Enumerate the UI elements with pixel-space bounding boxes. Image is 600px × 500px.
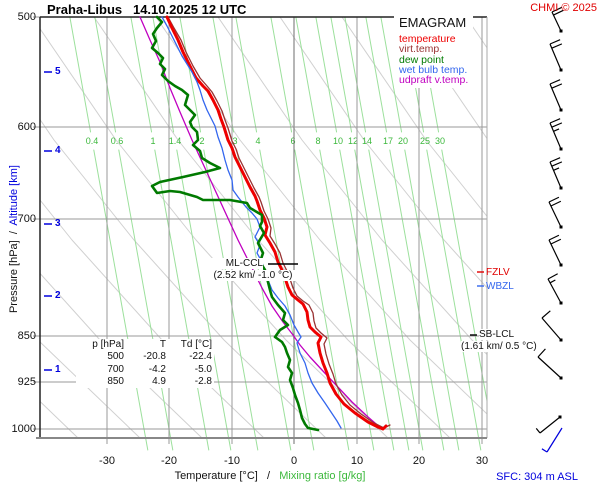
table-cell: -4.2 bbox=[148, 363, 166, 375]
mixing-ratio-label-30: 30 bbox=[435, 136, 445, 146]
table-cell: Td [°C] bbox=[180, 339, 212, 350]
sblcl-label: SB-LCL bbox=[479, 329, 515, 340]
pressure-tick-600: 600 bbox=[17, 121, 36, 133]
table-row: 500 -20.8 -22.4 bbox=[76, 351, 214, 363]
legend-title: EMAGRAM bbox=[399, 15, 467, 30]
mixing-ratio-label-10: 10 bbox=[333, 136, 343, 146]
table-cell: -20.8 bbox=[143, 351, 166, 363]
pressure-tick-1000: 1000 bbox=[11, 423, 36, 435]
sounding-data-table: p [hPa] T Td [°C] 500 -20.8 -22.4 700 -4.2 -5.0 8… bbox=[76, 339, 214, 389]
mixing-ratio-label-14: 14 bbox=[362, 136, 372, 146]
altitude-tick-4: 4 bbox=[55, 145, 61, 156]
y-axis-title-pressure: Pressure [hPa] bbox=[7, 240, 20, 314]
table-cell: 4.9 bbox=[152, 375, 166, 387]
wind-barb bbox=[548, 196, 563, 229]
mixing-ratio-label-1.4: 1.4 bbox=[169, 136, 182, 146]
table-cell: 850 bbox=[107, 375, 124, 387]
legend-item-dew-point: dew point bbox=[399, 53, 444, 66]
altitude-tick-3: 3 bbox=[55, 218, 61, 229]
curve-virtual-temperature bbox=[167, 16, 391, 429]
mlccl-label: ML-CCL bbox=[203, 258, 263, 269]
y-axis-title: Pressure [hPa] / Altitude [km] bbox=[8, 129, 20, 349]
x-axis-title-mixing-ratio: Mixing ratio [g/kg] bbox=[279, 470, 366, 482]
pressure-tick-850: 850 bbox=[17, 330, 36, 342]
copyright-notice: CHMI © 2025 bbox=[530, 2, 597, 14]
sblcl-detail: (1.61 km/ 0.5 °C) bbox=[461, 341, 537, 352]
wind-barb bbox=[537, 348, 563, 380]
pressure-tick-925: 925 bbox=[17, 376, 36, 388]
x-axis-tick-10: 10 bbox=[350, 455, 364, 467]
freezing-level-label: FZLV bbox=[486, 267, 510, 278]
altitude-tick-1: 1 bbox=[55, 364, 61, 375]
legend-item-wet-bulb-temp-: wet bulb temp. bbox=[399, 63, 468, 76]
mixing-ratio-label-12: 12 bbox=[348, 136, 358, 146]
legend-item-temperature: temperature bbox=[399, 33, 456, 45]
x-axis-tick--20: -20 bbox=[161, 455, 177, 467]
x-axis-title: Temperature [°C] / Mixing ratio [g/kg] bbox=[120, 470, 420, 482]
table-row: 850 4.9 -2.8 bbox=[76, 376, 214, 388]
mixing-ratio-label-6: 6 bbox=[290, 136, 295, 146]
table-cell: -5.0 bbox=[194, 363, 212, 375]
surface-elevation-label: SFC: 304 m ASL bbox=[496, 471, 578, 483]
mixing-ratio-label-8: 8 bbox=[315, 136, 320, 146]
wind-barb bbox=[535, 415, 562, 434]
y-axis-title-separator: / bbox=[7, 225, 20, 241]
mixing-ratio-label-0.4: 0.4 bbox=[86, 136, 99, 146]
pressure-tick-700: 700 bbox=[17, 213, 36, 225]
mixing-ratio-labels: 0.4 0.6 1 1.4 2 3 4 6 8 10 12 14 17 20 25 30 bbox=[86, 136, 445, 146]
table-cell: 500 bbox=[107, 351, 124, 363]
legend-item-udpraft-v-temp-: udpraft v.temp. bbox=[399, 74, 469, 87]
legend: EMAGRAM temperature virt.temp. dew point we… bbox=[394, 13, 474, 89]
mixing-ratio-label-0.6: 0.6 bbox=[111, 136, 124, 146]
altitude-tick-5: 5 bbox=[55, 66, 61, 77]
wind-barbs bbox=[535, 6, 564, 453]
wind-barb bbox=[548, 234, 563, 267]
table-cell: p [hPa] bbox=[92, 339, 124, 350]
altitude-tick-2: 2 bbox=[55, 290, 61, 301]
wind-barb bbox=[541, 310, 563, 342]
table-cell: T bbox=[159, 339, 166, 350]
page-title: Praha-Libus 14.10.2025 12 UTC bbox=[47, 2, 247, 17]
mixing-ratio-label-4: 4 bbox=[255, 136, 260, 146]
wind-barb bbox=[549, 157, 563, 190]
wind-barb bbox=[549, 39, 563, 72]
mixing-ratio-label-17: 17 bbox=[383, 136, 393, 146]
legend-item-virt-temp-: virt.temp. bbox=[399, 43, 443, 56]
x-axis-tick-20: 20 bbox=[412, 455, 426, 467]
wind-barb bbox=[541, 427, 563, 453]
table-cell: -2.8 bbox=[194, 375, 212, 387]
x-axis-tick-0: 0 bbox=[290, 455, 298, 467]
mixing-ratio-label-3: 3 bbox=[232, 136, 237, 146]
mixing-ratio-label-20: 20 bbox=[398, 136, 408, 146]
x-axis-tick--30: -30 bbox=[99, 455, 115, 467]
curve-wet-bulb-temperature bbox=[161, 16, 342, 429]
curve-temperature bbox=[165, 15, 388, 431]
level-markers bbox=[268, 263, 484, 336]
x-axis-tick--10: -10 bbox=[224, 455, 240, 467]
wind-barb bbox=[547, 273, 563, 305]
table-cell: -22.4 bbox=[189, 351, 212, 363]
legend-items: temperature virt.temp. dew point wet bulb t… bbox=[399, 33, 469, 87]
table-header-row: p [hPa] T Td [°C] bbox=[76, 339, 214, 351]
table-row: 700 -4.2 -5.0 bbox=[76, 364, 214, 376]
sounding-curves bbox=[139, 15, 391, 432]
mixing-ratio-label-2: 2 bbox=[199, 136, 204, 146]
table-cell: 700 bbox=[107, 363, 124, 375]
x-axis-tick-30: 30 bbox=[475, 455, 489, 467]
mixing-ratio-label-1: 1 bbox=[150, 136, 155, 146]
pressure-tick-500: 500 bbox=[17, 11, 36, 23]
x-axis-title-temperature: Temperature [°C] / bbox=[174, 470, 280, 482]
wind-barb bbox=[549, 79, 563, 112]
mlccl-detail: (2.52 km/ -1.0 °C) bbox=[205, 270, 301, 281]
wind-barb bbox=[549, 118, 563, 151]
wet-bulb-zero-label: WBZL bbox=[486, 281, 514, 292]
mixing-ratio-label-25: 25 bbox=[420, 136, 430, 146]
curve-dew-point bbox=[150, 15, 320, 432]
wind-barb bbox=[551, 6, 564, 33]
